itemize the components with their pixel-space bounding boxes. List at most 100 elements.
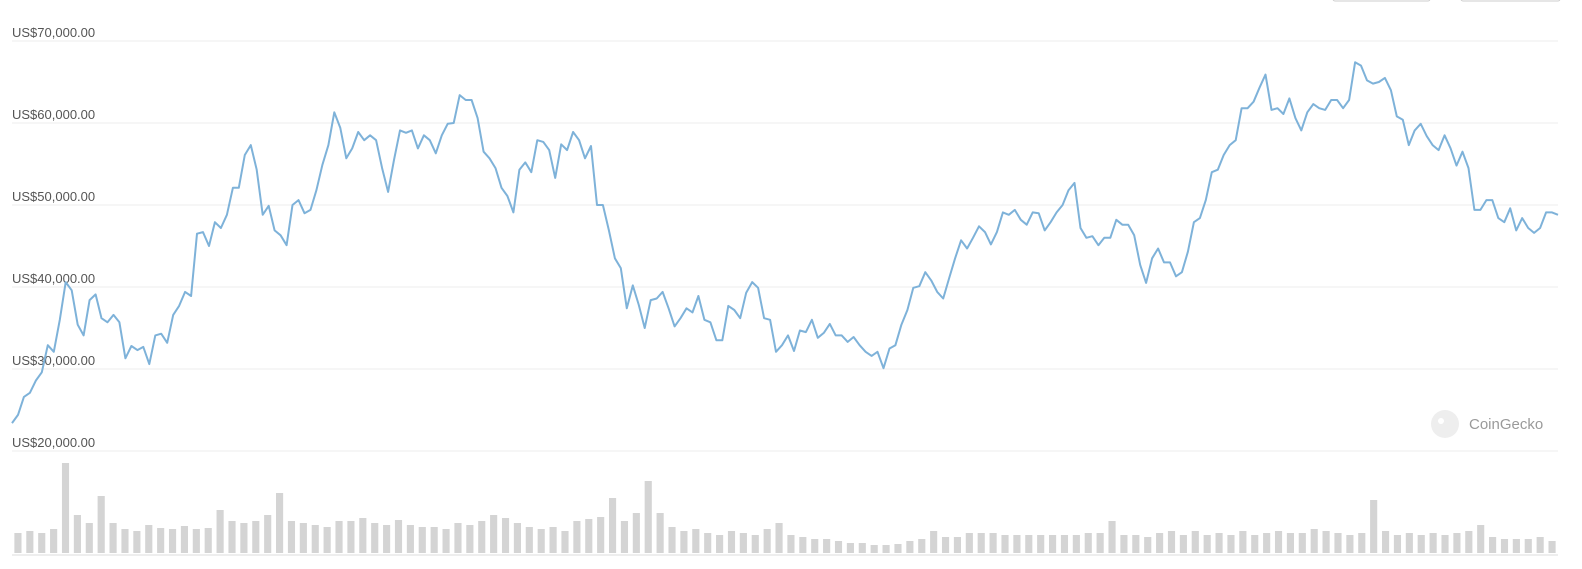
volume-bar (1334, 533, 1342, 553)
volume-bar (1013, 535, 1021, 553)
volume-bar (1417, 535, 1425, 553)
volume-bar (1370, 500, 1378, 553)
volume-bar (989, 533, 997, 553)
volume-bar (1500, 539, 1509, 553)
volume-bar (97, 496, 105, 553)
volume-bar (264, 515, 272, 553)
volume-bar (977, 533, 985, 553)
volume-bar (775, 523, 783, 553)
volume-bar (1322, 531, 1330, 553)
volume-bar (1025, 535, 1033, 553)
y-tick-label: US$50,000.00 (12, 189, 95, 204)
volume-bar (1298, 533, 1306, 553)
volume-bar (870, 545, 878, 553)
price-line (11, 61, 1559, 424)
volume-bar (1524, 539, 1532, 553)
volume-bar (846, 543, 854, 553)
volume-bar (1405, 533, 1413, 553)
volume-bar (858, 543, 866, 553)
volume-bar (383, 525, 391, 553)
volume-bar (1060, 535, 1069, 553)
volume-bar (716, 535, 724, 553)
watermark-logo (1431, 410, 1459, 438)
volume-bar (73, 515, 81, 553)
volume-bar (799, 537, 807, 553)
volume-bar (1489, 537, 1497, 553)
volume-bar (1132, 535, 1140, 553)
volume-bar (50, 529, 58, 553)
y-tick-label: US$60,000.00 (12, 107, 95, 122)
volume-bar (727, 531, 736, 553)
volume-bar (1465, 531, 1473, 553)
volume-bar (1536, 537, 1544, 553)
volume-bar (1167, 531, 1176, 553)
volume-bar (168, 529, 177, 553)
y-tick-label: US$20,000.00 (12, 435, 95, 450)
volume-bar (1096, 533, 1104, 553)
volume-bar (894, 544, 902, 553)
volume-bar (145, 525, 153, 553)
volume-bar (834, 541, 843, 553)
volume-bar (287, 521, 296, 553)
volume-bar (347, 521, 355, 553)
range-button[interactable] (1460, 0, 1561, 2)
volume-bar (608, 498, 617, 553)
volume-bar (252, 521, 260, 553)
volume-bar (442, 529, 450, 553)
volume-bar (537, 529, 545, 553)
y-tick-label: US$40,000.00 (12, 271, 95, 286)
volume-bar (1191, 531, 1199, 553)
volume-bar (906, 541, 914, 553)
volume-bar (525, 527, 533, 553)
volume-bar (632, 513, 640, 553)
volume-bar (930, 531, 938, 553)
volume-bar (371, 523, 379, 553)
volume-bar (1072, 535, 1080, 553)
volume-bar (406, 525, 414, 553)
volume-bar (680, 531, 688, 553)
volume-bar (204, 528, 212, 553)
volume-bar (1286, 533, 1294, 553)
volume-bar (38, 533, 46, 553)
volume-bar (359, 518, 367, 553)
y-tick-label: US$30,000.00 (12, 353, 95, 368)
volume-bar (1215, 533, 1223, 553)
volume-bar (513, 523, 521, 553)
volume-bar (430, 527, 438, 553)
volume-bar (323, 527, 331, 553)
volume-bar (454, 523, 462, 553)
volume-bar (918, 539, 926, 553)
volume-bar (299, 523, 307, 553)
volume-bar (1441, 535, 1449, 553)
volume-bar (240, 523, 248, 553)
volume-bar (1001, 535, 1009, 553)
volume-bar (157, 528, 165, 553)
volume-bar (121, 529, 129, 553)
volume-bar (597, 517, 605, 553)
volume-bar (1346, 535, 1354, 553)
volume-bar (751, 535, 759, 553)
volume-bar (1084, 533, 1092, 553)
watermark-logo-eye (1438, 418, 1444, 424)
volume-bar (1227, 535, 1235, 553)
volume-bar (1310, 529, 1318, 553)
volume-bar (109, 523, 117, 553)
volume-bar (704, 533, 712, 553)
volume-bar (561, 531, 569, 553)
volume-bar (26, 531, 34, 553)
watermark: CoinGecko (1431, 410, 1543, 438)
volume-bar (585, 519, 593, 553)
range-button[interactable] (1332, 0, 1431, 2)
volume-bar (1429, 533, 1437, 553)
volume-bar (228, 521, 236, 553)
y-tick-label: US$70,000.00 (12, 25, 95, 40)
volume-bar (1037, 535, 1045, 553)
volume-bar (1393, 535, 1402, 553)
volume-bar (490, 515, 498, 553)
volume-bar (1477, 525, 1485, 553)
volume-bar (1239, 531, 1247, 553)
volume-bar (1251, 535, 1259, 553)
volume-bar (573, 521, 581, 553)
volume-bar (823, 539, 831, 553)
